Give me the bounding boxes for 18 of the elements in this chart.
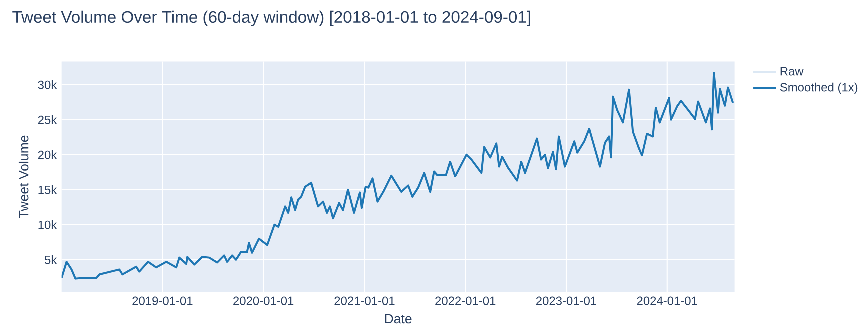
x-tick-label: 2019-01-01 [132, 296, 193, 306]
y-axis-title: Tweet Volume [18, 136, 29, 218]
x-tick-label: 2023-01-01 [536, 296, 596, 306]
legend-label: Smoothed (1x) [780, 82, 858, 94]
x-tick-label: 2020-01-01 [234, 296, 294, 306]
line-series [62, 72, 734, 280]
x-axis-title: Date [385, 314, 412, 324]
x-tick-label: 2021-01-01 [334, 296, 395, 306]
x-tick-label: 2024-01-01 [637, 296, 698, 306]
chart-title: Tweet Volume Over Time (60-day window) [2018-01-01 to 2024-09-01] [12, 10, 530, 26]
y-tick-label: 25k [38, 116, 58, 124]
x-tick-label: 2022-01-01 [436, 296, 496, 306]
y-tick-label: 10k [38, 220, 58, 230]
legend-label: Raw [780, 67, 804, 76]
y-tick-label: 30k [38, 80, 58, 90]
y-tick-label: 15k [38, 186, 58, 194]
y-tick-label: 20k [38, 150, 58, 160]
y-tick-label: 5k [44, 256, 58, 264]
